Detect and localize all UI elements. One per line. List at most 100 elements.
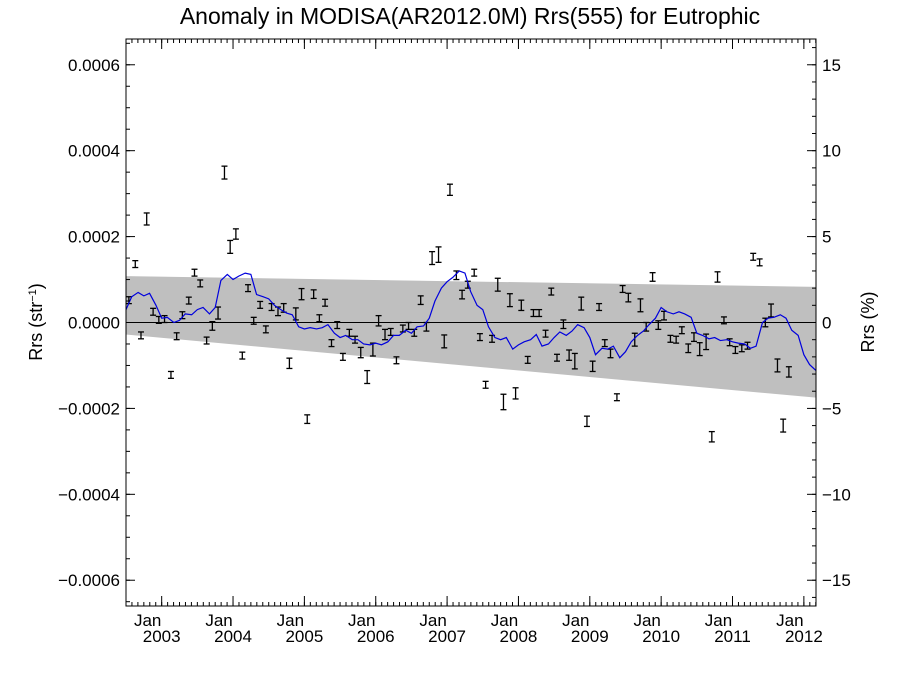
data-point bbox=[245, 284, 252, 293]
data-point bbox=[292, 307, 299, 321]
data-point bbox=[518, 299, 525, 312]
left-tick-label: −0.0002 bbox=[58, 399, 120, 418]
data-point bbox=[625, 292, 632, 303]
data-point bbox=[667, 334, 674, 343]
data-point bbox=[227, 239, 234, 254]
data-point bbox=[571, 352, 578, 370]
right-y-axis-label: Rrs (%) bbox=[858, 292, 878, 353]
data-point bbox=[690, 332, 697, 343]
left-tick-label: −0.0004 bbox=[58, 485, 120, 504]
data-point bbox=[286, 357, 293, 370]
right-tick-label: −10 bbox=[822, 485, 851, 504]
data-point bbox=[239, 351, 246, 360]
x-tick-year: 2009 bbox=[571, 627, 609, 646]
right-tick-label: 15 bbox=[822, 56, 841, 75]
data-point bbox=[512, 387, 519, 400]
data-point bbox=[524, 355, 531, 364]
right-tick-label: −15 bbox=[822, 571, 851, 590]
data-point bbox=[530, 308, 537, 318]
data-point bbox=[364, 369, 371, 385]
data-points bbox=[125, 165, 792, 443]
data-point bbox=[506, 293, 513, 308]
data-point bbox=[197, 279, 204, 288]
data-point bbox=[167, 370, 174, 379]
x-tick-month: Jan bbox=[348, 611, 375, 630]
data-point bbox=[257, 300, 264, 309]
data-point bbox=[209, 320, 216, 331]
x-tick-month: Jan bbox=[419, 611, 446, 630]
data-point bbox=[601, 339, 608, 348]
data-point bbox=[191, 268, 198, 277]
data-point bbox=[596, 302, 603, 312]
data-point bbox=[708, 430, 715, 443]
data-point bbox=[750, 252, 757, 261]
data-point bbox=[560, 319, 567, 330]
data-point bbox=[482, 380, 489, 389]
left-tick-label: 0.0000 bbox=[68, 314, 120, 333]
data-point bbox=[459, 289, 466, 300]
data-point bbox=[310, 289, 317, 300]
x-tick-year: 2005 bbox=[285, 627, 323, 646]
x-tick-year: 2003 bbox=[143, 627, 181, 646]
data-point bbox=[720, 316, 727, 325]
data-point bbox=[756, 258, 763, 267]
data-point bbox=[393, 356, 400, 365]
data-point bbox=[714, 271, 721, 283]
data-point bbox=[553, 353, 560, 362]
x-axis: Jan2003Jan2004Jan2005Jan2006Jan2007Jan20… bbox=[125, 39, 823, 646]
x-tick-month: Jan bbox=[277, 611, 304, 630]
x-tick-year: 2010 bbox=[642, 627, 680, 646]
data-point bbox=[578, 296, 585, 311]
data-point bbox=[298, 287, 305, 301]
data-point bbox=[536, 308, 543, 318]
data-point bbox=[328, 339, 335, 348]
x-tick-year: 2007 bbox=[428, 627, 466, 646]
data-point bbox=[785, 366, 792, 378]
data-point bbox=[250, 316, 257, 325]
data-point bbox=[631, 332, 638, 347]
data-point bbox=[542, 329, 549, 338]
data-point bbox=[221, 165, 228, 180]
data-point bbox=[566, 349, 573, 361]
plot-area bbox=[125, 38, 817, 607]
x-tick-month: Jan bbox=[776, 611, 803, 630]
data-point bbox=[382, 328, 389, 341]
left-y-axis-label: Rrs (str−1) bbox=[26, 283, 46, 361]
data-point bbox=[500, 393, 507, 411]
data-point bbox=[132, 259, 139, 269]
right-tick-label: −5 bbox=[822, 399, 841, 418]
right-tick-label: 5 bbox=[822, 228, 831, 247]
data-point bbox=[494, 277, 501, 292]
data-point bbox=[780, 418, 787, 433]
data-point bbox=[161, 314, 168, 324]
data-point bbox=[339, 352, 346, 361]
right-y-axis: 15 10 5 0 −5 −10 −15 bbox=[807, 47, 851, 598]
data-point bbox=[774, 358, 781, 373]
data-point bbox=[262, 325, 269, 334]
data-point bbox=[655, 320, 662, 331]
data-point bbox=[583, 415, 590, 428]
data-point bbox=[726, 338, 733, 347]
data-point bbox=[387, 327, 394, 337]
data-point bbox=[316, 314, 323, 323]
data-point bbox=[185, 296, 192, 305]
left-tick-label: 0.0002 bbox=[68, 228, 120, 247]
data-point bbox=[203, 336, 210, 345]
data-point bbox=[619, 284, 626, 294]
left-tick-label: −0.0006 bbox=[58, 571, 120, 590]
uncertainty-band bbox=[126, 276, 816, 398]
data-point bbox=[417, 295, 424, 306]
x-tick-year: 2011 bbox=[714, 627, 751, 646]
x-tick-month: Jan bbox=[205, 611, 232, 630]
data-point bbox=[435, 246, 442, 264]
data-point bbox=[643, 321, 650, 332]
x-tick-month: Jan bbox=[633, 611, 660, 630]
x-tick-month: Jan bbox=[134, 611, 161, 630]
smoothed-line bbox=[125, 270, 817, 372]
data-point bbox=[215, 306, 222, 320]
data-point bbox=[334, 320, 341, 330]
x-tick-year: 2004 bbox=[214, 627, 252, 646]
data-point bbox=[357, 346, 364, 359]
data-point bbox=[150, 307, 157, 316]
